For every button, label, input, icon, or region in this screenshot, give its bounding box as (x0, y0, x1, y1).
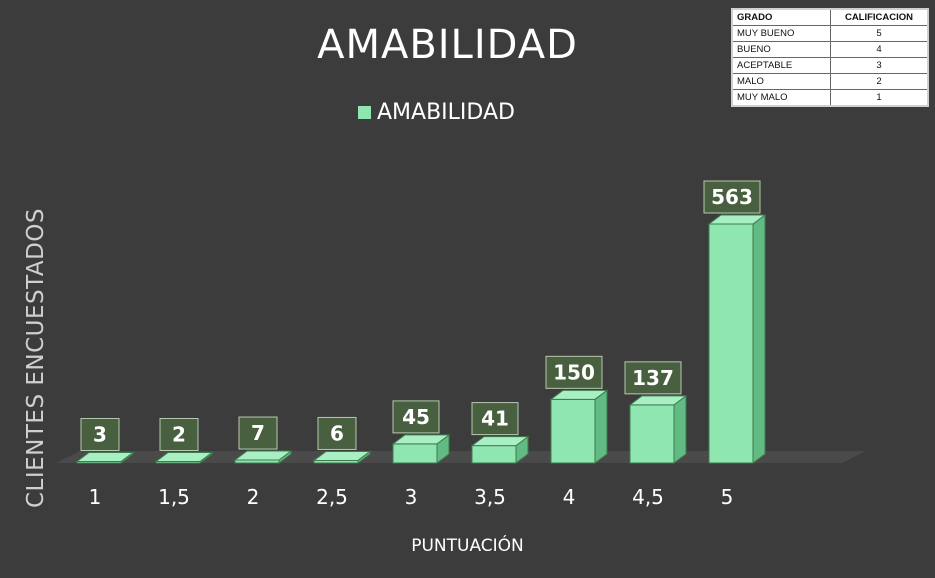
category-labels-group: 1 1,5 2 2,5 3 3,5 4 4,5 5 (89, 485, 734, 509)
bar (391, 433, 451, 464)
data-label: 2 (159, 418, 199, 451)
table-row: MUY MALO 1 (731, 89, 929, 107)
data-label-text: 150 (553, 360, 595, 384)
data-label-text: 137 (632, 366, 674, 390)
x-tick-label: 5 (721, 485, 734, 509)
table-cell-calificacion: 1 (830, 89, 929, 107)
legend: AMABILIDAD (358, 100, 515, 125)
data-label-text: 2 (172, 423, 186, 447)
table-cell-grado: MALO (731, 73, 831, 90)
chart-title: AMABILIDAD (317, 22, 578, 68)
x-tick-label: 4,5 (632, 485, 664, 509)
data-label-text: 6 (330, 421, 344, 445)
x-tick-label: 2 (247, 485, 260, 509)
x-tick-label: 3 (405, 485, 418, 509)
x-tick-label: 3,5 (474, 485, 506, 509)
table-row: MALO 2 (731, 73, 929, 90)
data-label: 137 (624, 361, 682, 395)
table-cell-calificacion: 2 (830, 73, 929, 90)
x-tick-label: 2,5 (316, 485, 348, 509)
data-label: 41 (471, 402, 519, 436)
data-label-text: 45 (402, 405, 430, 429)
data-labels-group: 3 2 7 6 45 41 150 137 563 (80, 180, 761, 451)
bar (312, 450, 372, 464)
legend-swatch (358, 106, 371, 119)
data-label-text: 7 (251, 421, 265, 445)
bar (707, 214, 767, 464)
grade-reference-table: GRADO CALIFICACION MUY BUENO 5 BUENO 4 A… (731, 8, 929, 107)
bar (549, 389, 609, 464)
data-label: 3 (80, 418, 120, 451)
bar (233, 450, 293, 464)
x-tick-label: 1,5 (158, 485, 190, 509)
legend-label: AMABILIDAD (377, 100, 515, 125)
data-label: 6 (317, 416, 357, 450)
data-label-text: 41 (481, 407, 509, 431)
data-label-text: 563 (711, 185, 753, 209)
bars-group (75, 214, 767, 464)
table-row: ACEPTABLE 3 (731, 57, 929, 74)
data-label: 563 (703, 180, 761, 214)
bar (154, 451, 214, 464)
data-label: 45 (392, 400, 440, 434)
x-tick-label: 4 (563, 485, 576, 509)
bar (75, 451, 135, 464)
bar (628, 394, 688, 464)
data-label: 150 (545, 355, 603, 389)
table-cell-grado: MUY MALO (731, 89, 831, 107)
bar (470, 435, 530, 464)
data-label: 7 (238, 416, 278, 450)
x-tick-label: 1 (89, 485, 102, 509)
x-axis-label: PUNTUACIÓN (411, 536, 524, 556)
data-label-text: 3 (93, 423, 107, 447)
